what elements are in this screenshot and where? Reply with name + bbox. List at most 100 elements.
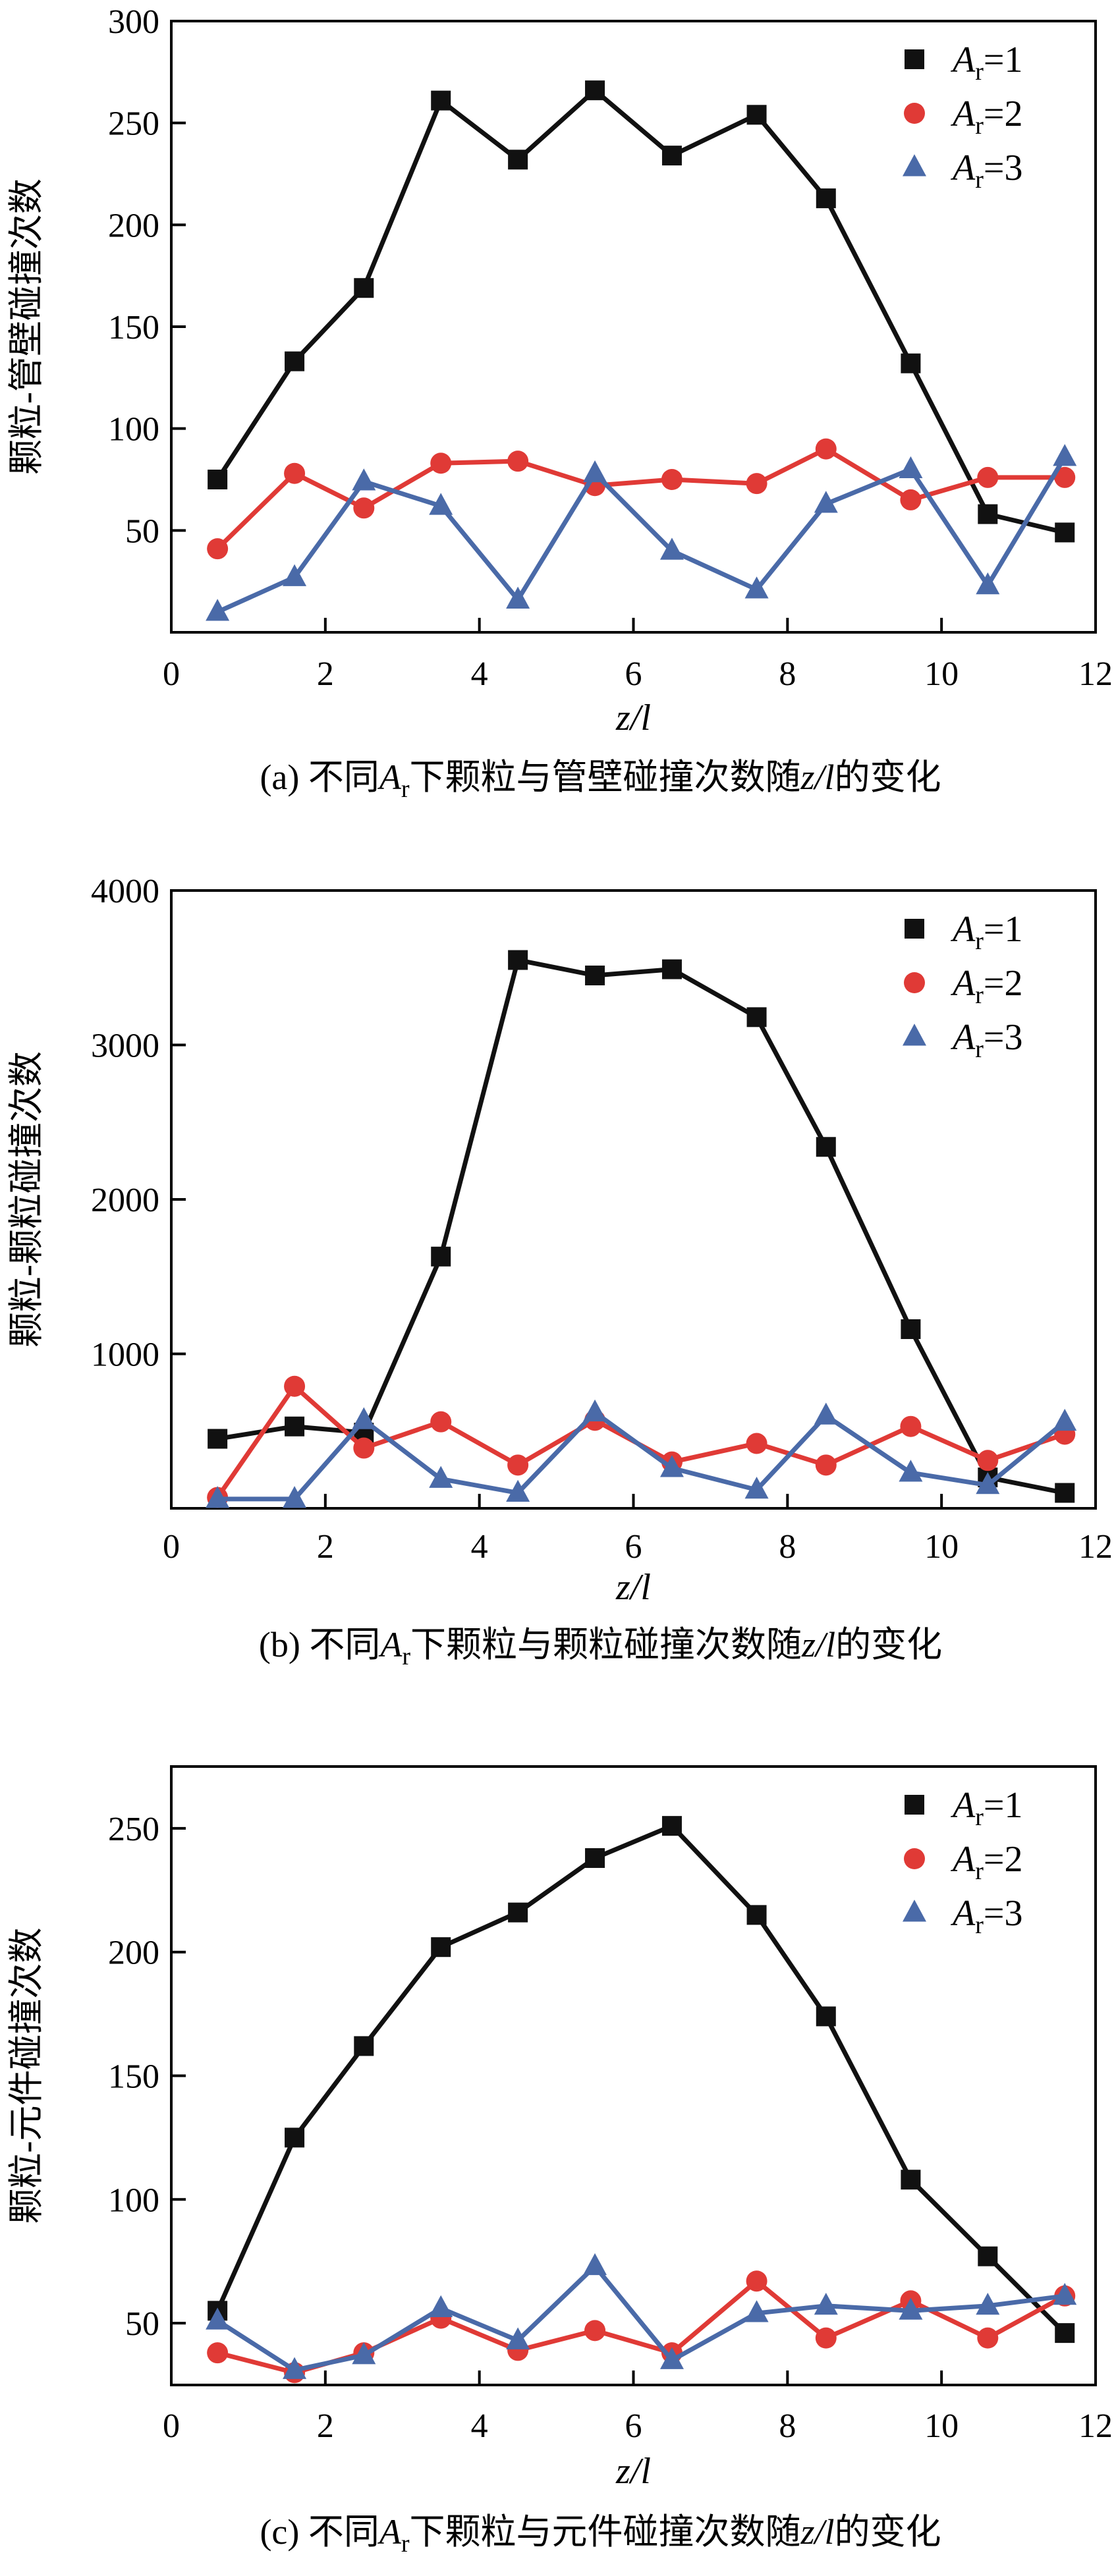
data-point (816, 1137, 836, 1157)
legend-marker (904, 1848, 925, 1869)
legend-tail: =3 (984, 1017, 1023, 1058)
x-tick-label: 4 (471, 655, 488, 693)
y-axis-label: 颗粒-管壁碰撞次数 (7, 178, 46, 475)
data-point (283, 1486, 307, 1508)
x-tick-label: 6 (625, 2407, 642, 2445)
data-point (430, 452, 452, 474)
legend-var: A (950, 909, 976, 950)
data-point (746, 473, 767, 495)
data-point (1053, 444, 1077, 466)
x-axis-label: z/l (615, 2451, 651, 2492)
data-point (583, 460, 607, 483)
data-point (431, 90, 451, 111)
data-point (507, 451, 529, 472)
data-point (744, 2300, 769, 2322)
chart-panel-3: 0 2 4 6 8 10 1250100150200250z/l颗粒-元件碰撞次数Ar=1A… (7, 1765, 1113, 2558)
data-point (352, 2342, 376, 2365)
legend-label: Ar=2 (950, 94, 1022, 140)
legend-var: A (950, 963, 976, 1004)
data-point (283, 564, 307, 586)
legend-var: A (950, 40, 976, 80)
data-point (208, 470, 228, 489)
legend-sub: r (975, 1857, 984, 1885)
caption-var: A (377, 757, 402, 797)
data-point (746, 1433, 767, 1454)
x-tick-label: 8 (779, 1528, 796, 1566)
legend-tail: =1 (984, 909, 1023, 950)
series-line (217, 1410, 1067, 1502)
legend-marker (905, 49, 924, 69)
series-line (216, 2264, 1065, 2372)
data-point (429, 1466, 453, 1488)
data-point (285, 1416, 305, 1437)
data-point (431, 1246, 451, 1267)
data-point (744, 576, 769, 599)
caption-sub: r (401, 775, 410, 803)
legend-tail: =2 (984, 1839, 1023, 1880)
series-line (215, 1823, 1067, 2335)
y-tick-label: 150 (108, 2058, 159, 2096)
data-point (899, 456, 923, 478)
caption-zl: z/l (801, 1625, 835, 1664)
legend-sub: r (975, 1911, 984, 1939)
series-line (215, 88, 1066, 535)
x-axis-label: z/l (615, 698, 651, 738)
caption-sub: r (401, 2530, 410, 2558)
data-point (977, 2327, 999, 2349)
data-point (976, 2292, 1000, 2315)
data-point (585, 1848, 605, 1868)
legend-sub: r (975, 1035, 984, 1063)
data-point (746, 2270, 767, 2292)
legend-label: Ar=2 (950, 963, 1022, 1009)
data-point (977, 466, 999, 488)
x-tick-label: 2 (317, 1528, 334, 1566)
legend-tail: =3 (984, 148, 1023, 188)
y-tick-label: 100 (108, 2181, 159, 2219)
x-tick-label: 0 (163, 2407, 180, 2445)
x-tick-label: 12 (1078, 1528, 1113, 1566)
legend-marker (904, 972, 925, 993)
legend-label: Ar=1 (950, 40, 1022, 86)
series-Ar=2 (207, 438, 1076, 560)
legend-label: Ar=1 (950, 1785, 1022, 1831)
data-point (352, 468, 376, 491)
caption-sub: r (402, 1643, 410, 1670)
legend-tail: =1 (984, 1785, 1023, 1826)
series-line (215, 447, 1065, 551)
data-point (1053, 2282, 1077, 2305)
caption-suffix: 的变化 (835, 2512, 941, 2552)
y-tick-label: 200 (108, 1934, 159, 1972)
y-tick-label: 2000 (91, 1182, 159, 1219)
data-point (583, 1399, 607, 1422)
data-point (659, 1455, 684, 1477)
legend-var: A (950, 148, 976, 188)
x-tick-label: 8 (779, 2407, 796, 2445)
y-tick-label: 150 (108, 309, 159, 346)
data-point (353, 497, 375, 519)
legend-sub: r (975, 927, 984, 955)
data-point (352, 1407, 376, 1429)
caption-zl: z/l (800, 757, 835, 797)
legend-sub: r (975, 1803, 984, 1831)
y-tick-label: 1000 (91, 1336, 159, 1374)
data-point (1054, 466, 1076, 488)
data-point (429, 493, 453, 515)
data-point (506, 1479, 530, 1502)
chart-panel-2: 0 2 4 6 8 10 121000200030004000z/l颗粒-颗粒碰撞次数Ar=… (7, 873, 1113, 1670)
data-point (814, 2292, 838, 2315)
y-tick-label: 250 (108, 105, 159, 143)
y-tick-label: 300 (108, 3, 159, 41)
data-point (585, 965, 605, 985)
x-tick-label: 4 (471, 1528, 488, 1566)
data-point (208, 1429, 228, 1449)
data-point (746, 1905, 767, 1925)
legend-sub: r (975, 58, 984, 86)
legend-var: A (950, 1893, 976, 1934)
data-point (977, 1450, 999, 1471)
data-point (815, 438, 837, 460)
data-point (284, 462, 306, 484)
data-point (978, 504, 998, 524)
legend-marker (904, 103, 925, 124)
data-point (1055, 2323, 1075, 2343)
